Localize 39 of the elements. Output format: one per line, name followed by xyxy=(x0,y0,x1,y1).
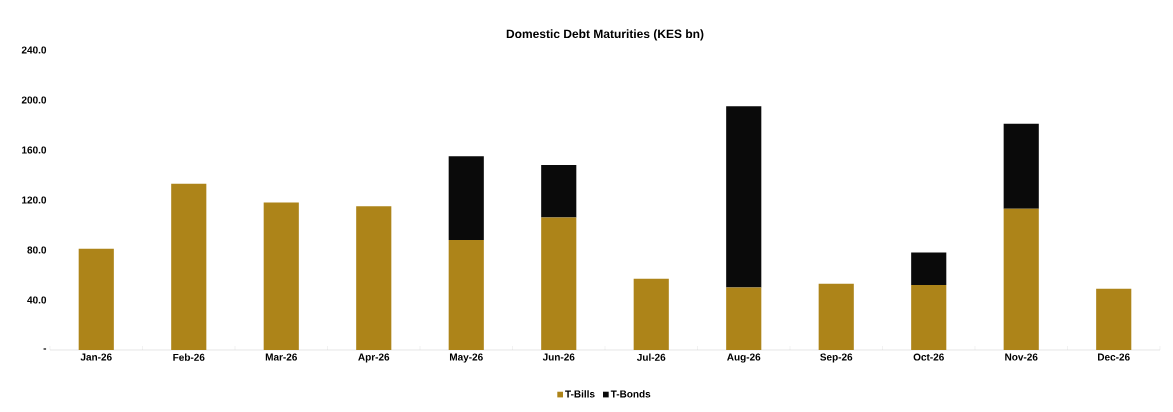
x-tick-label: Jan-26 xyxy=(80,353,112,361)
y-tick-label: 40.0 xyxy=(27,296,47,304)
x-tick-label: Dec-26 xyxy=(1098,353,1130,361)
y-tick-label: 120.0 xyxy=(22,196,47,204)
bar xyxy=(726,106,762,288)
bar xyxy=(78,248,114,350)
bar xyxy=(448,156,484,240)
bar xyxy=(1096,288,1132,350)
bar xyxy=(1003,123,1039,209)
chart-title: Domestic Debt Maturities (KES bn) xyxy=(506,29,704,41)
y-tick-label: 200.0 xyxy=(21,96,47,104)
x-tick-label: Apr-26 xyxy=(358,353,390,363)
bar xyxy=(726,287,762,350)
x-tick-label: Nov-26 xyxy=(1005,353,1038,361)
y-tick-label: - xyxy=(43,348,47,350)
x-tick-label: Jun-26 xyxy=(542,353,575,361)
bar xyxy=(541,217,577,350)
x-tick-label: Feb-26 xyxy=(173,353,205,361)
bar xyxy=(633,278,669,350)
bar xyxy=(818,283,854,350)
y-tick-label: 80.0 xyxy=(27,246,47,254)
y-tick-label: 160.0 xyxy=(22,146,47,154)
legend-label: T-Bills xyxy=(565,390,595,398)
x-tick-label: Sep-26 xyxy=(820,353,853,363)
x-tick-label: Oct-26 xyxy=(913,353,944,361)
bar xyxy=(911,284,947,350)
bar xyxy=(911,252,947,285)
y-tick-label: 240.0 xyxy=(21,46,47,54)
bar xyxy=(263,202,299,350)
x-tick-label: May-26 xyxy=(449,353,483,363)
bar xyxy=(171,183,207,350)
bar xyxy=(448,239,484,350)
x-tick-label: Jul-26 xyxy=(636,353,666,361)
legend-label: T-Bonds xyxy=(610,390,651,398)
bar xyxy=(356,206,392,350)
x-tick-label: Aug-26 xyxy=(727,353,761,363)
bar xyxy=(541,164,577,218)
x-tick-label: Mar-26 xyxy=(265,353,298,361)
bar xyxy=(1003,208,1039,350)
